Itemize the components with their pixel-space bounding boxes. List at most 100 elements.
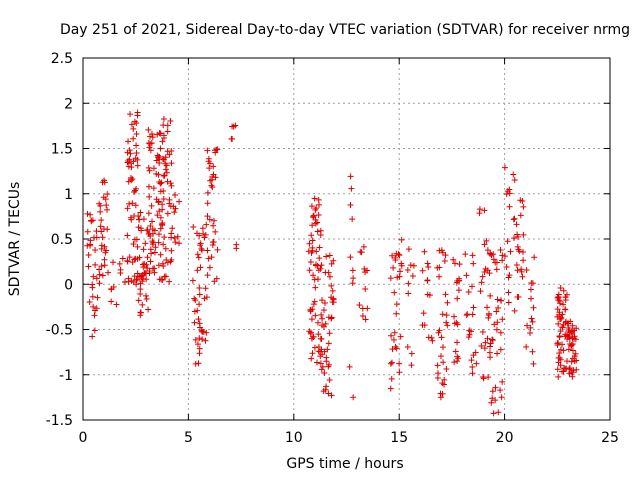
data-point [556,309,563,316]
data-point [450,256,457,263]
data-point [210,222,217,229]
data-point [393,310,400,317]
data-point [146,268,153,275]
data-point [305,248,312,255]
data-point [199,328,206,335]
data-point [494,350,501,357]
data-point [137,225,144,232]
data-point [469,311,476,318]
data-point [489,388,496,395]
data-point [125,278,132,285]
data-point [568,358,575,365]
data-point [84,242,91,249]
data-point [490,410,497,417]
data-point [498,297,505,304]
data-point [511,215,518,222]
data-point [145,306,152,313]
data-point [162,154,169,161]
data-point [498,394,505,401]
data-point [514,243,521,250]
data-point [206,165,213,172]
grid [83,58,610,420]
data-point [470,260,477,267]
data-point [130,135,137,142]
data-point [326,252,333,259]
data-point [405,246,412,253]
data-point [530,360,537,367]
data-point [131,273,138,280]
data-point [172,205,179,212]
x-tick-label: 15 [390,430,408,446]
data-point [160,196,167,203]
data-point [312,284,319,291]
data-point [326,376,333,383]
data-point [569,373,576,380]
data-point [90,273,97,280]
data-point [507,248,514,255]
data-point [329,299,336,306]
data-point [129,259,136,266]
data-point [470,352,477,359]
data-point [164,128,171,135]
data-point [481,268,488,275]
data-point [133,130,140,137]
data-point [325,340,332,347]
data-point [146,144,153,151]
data-point [317,231,324,238]
data-point [328,392,335,399]
data-point [171,209,178,216]
data-point [559,324,566,331]
data-point [157,214,164,221]
data-point [523,266,530,273]
data-point [320,323,327,330]
data-point [527,324,534,331]
data-point [96,271,103,278]
data-point [439,390,446,397]
data-point [99,272,106,279]
data-point [155,198,162,205]
data-point [92,261,99,268]
data-point [554,313,561,320]
data-point [442,252,449,259]
y-tick-label: 0.5 [51,232,73,248]
data-point [157,145,164,152]
data-point [158,179,165,186]
data-point [557,346,564,353]
data-point [398,260,405,267]
data-point [189,277,196,284]
data-point [206,264,213,271]
data-point [146,133,153,140]
data-point [149,241,156,248]
data-point [176,240,183,247]
data-point [480,374,487,381]
data-point [204,272,211,279]
data-point [396,369,403,376]
data-point [134,109,141,116]
data-point [309,237,316,244]
data-point [476,206,483,213]
data-point [167,118,174,125]
data-point [387,385,394,392]
data-point [126,254,133,261]
data-point [349,267,356,274]
data-point [127,150,134,157]
data-point [233,241,240,248]
data-point [164,178,171,185]
data-point [321,300,328,307]
data-point [555,373,562,380]
data-point [87,237,94,244]
data-point [437,353,444,360]
data-point [465,289,472,296]
data-point [494,296,501,303]
data-point [133,281,140,288]
data-point [451,313,458,320]
data-point [519,248,526,255]
data-point [443,365,450,372]
data-point [407,262,414,269]
data-point [159,206,166,213]
data-point [564,358,571,365]
data-point [159,276,166,283]
data-point [91,312,98,319]
data-point [503,263,510,270]
data-point [312,220,319,227]
